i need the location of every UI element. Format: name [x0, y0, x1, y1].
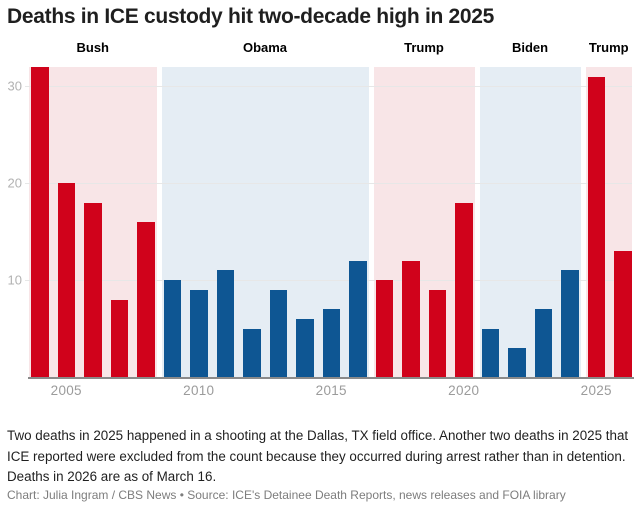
era-label-trump-2025: Trump: [588, 40, 629, 55]
x-axis-line: [28, 377, 634, 379]
bar-2023: [534, 309, 552, 377]
era-label-trump-2017: Trump: [404, 40, 444, 55]
bar-2014: [296, 318, 314, 377]
bar-2024: [561, 270, 579, 377]
bar-chart: Bush Obama Trump Biden Trump 10 20 30 2005 2010 20…: [7, 40, 634, 398]
bar-2008: [137, 222, 155, 377]
y-axis-label-30: 30: [7, 78, 22, 94]
bar-2011: [216, 270, 234, 377]
bar-2010: [190, 289, 208, 377]
bar-2007: [110, 299, 128, 377]
bar-2020: [455, 202, 473, 377]
x-axis-label-2015: 2015: [315, 383, 347, 398]
bar-2006: [84, 202, 102, 377]
bar-2013: [269, 289, 287, 377]
era-label-obama-2009: Obama: [242, 40, 288, 55]
gridline-20: [25, 183, 632, 185]
era-label-biden-2021: Biden: [511, 40, 549, 55]
bar-2009: [163, 280, 181, 377]
era-label-bush-2004: Bush: [76, 40, 110, 55]
bar-2012: [243, 328, 261, 377]
y-axis-label-20: 20: [7, 175, 22, 191]
bar-2016: [349, 260, 367, 377]
bar-2022: [508, 347, 526, 377]
x-axis-label-2010: 2010: [183, 383, 215, 398]
bar-2025: [587, 76, 605, 377]
bar-2015: [322, 309, 340, 377]
gridline-30: [25, 86, 632, 88]
bar-2019: [428, 289, 446, 377]
bar-2021: [481, 328, 499, 377]
y-axis-label-10: 10: [7, 272, 22, 288]
x-axis-label-2020: 2020: [448, 383, 480, 398]
chart-title: Deaths in ICE custody hit two-decade hig…: [7, 5, 495, 28]
bar-2017: [375, 280, 393, 377]
bar-2005: [57, 183, 75, 377]
x-axis-label-2025: 2025: [580, 383, 612, 398]
credit-line: Chart: Julia Ingram / CBS News • Source:…: [7, 488, 566, 502]
bar-2026: [614, 251, 632, 377]
bar-2018: [402, 260, 420, 377]
footnote: Two deaths in 2025 happened in a shootin…: [7, 428, 629, 484]
bar-2004: [31, 67, 49, 377]
x-axis-label-2005: 2005: [50, 383, 82, 398]
gridline-10: [25, 280, 632, 282]
